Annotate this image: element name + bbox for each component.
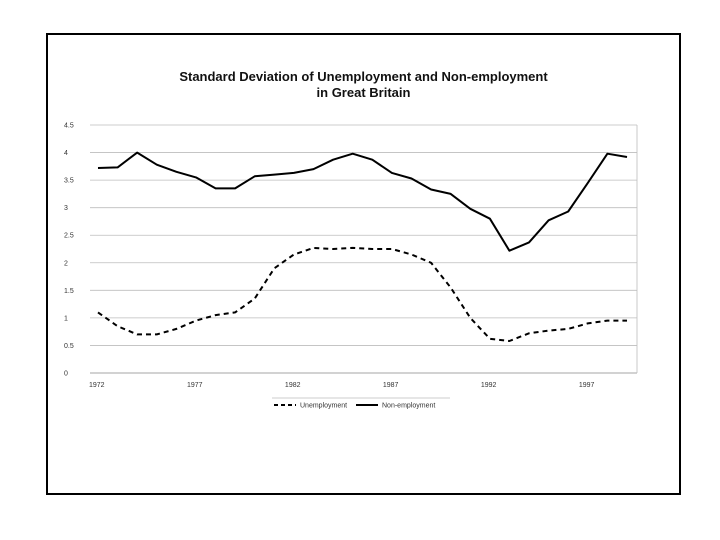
- y-tick-label: 4: [64, 150, 68, 157]
- y-tick-label: 2.5: [64, 233, 74, 240]
- slide-frame: [46, 33, 681, 495]
- chart-title-line-2: in Great Britain: [316, 85, 411, 100]
- y-tick-label: 3.5: [64, 178, 74, 185]
- gridlines: [90, 124, 638, 374]
- chart-title-line-1: Standard Deviation of Unemployment and N…: [179, 69, 548, 84]
- x-tick-label: 1977: [187, 382, 203, 389]
- y-tick-label: 0.5: [64, 343, 74, 350]
- legend-label: Non-employment: [382, 403, 435, 410]
- series-lines: [97, 151, 628, 342]
- series-line-unemployment: [97, 246, 627, 342]
- x-tick-label: 1997: [579, 382, 595, 389]
- y-axis-ticks: 0 0.5 1 1.5 2 2.5 3 3.5 4 4.5: [64, 123, 74, 378]
- chart-title: Standard Deviation of Unemployment and N…: [46, 69, 681, 101]
- series-line-non-employment: [97, 151, 628, 252]
- y-tick-label: 1.5: [64, 288, 74, 295]
- x-tick-label: 1987: [383, 382, 399, 389]
- x-tick-label: 1982: [285, 382, 301, 389]
- x-tick-label: 1972: [89, 382, 105, 389]
- y-tick-label: 1: [64, 315, 68, 322]
- y-tick-label: 0: [64, 371, 68, 378]
- x-tick-label: 1992: [481, 382, 497, 389]
- x-axis-ticks: 1972 1977 1982 1987 1992 1997: [89, 382, 594, 389]
- y-tick-label: 2: [64, 260, 68, 267]
- legend: Unemployment Non-employment: [272, 397, 450, 410]
- legend-label: Unemployment: [300, 403, 347, 410]
- y-tick-label: 4.5: [64, 123, 74, 130]
- y-tick-label: 3: [64, 205, 68, 212]
